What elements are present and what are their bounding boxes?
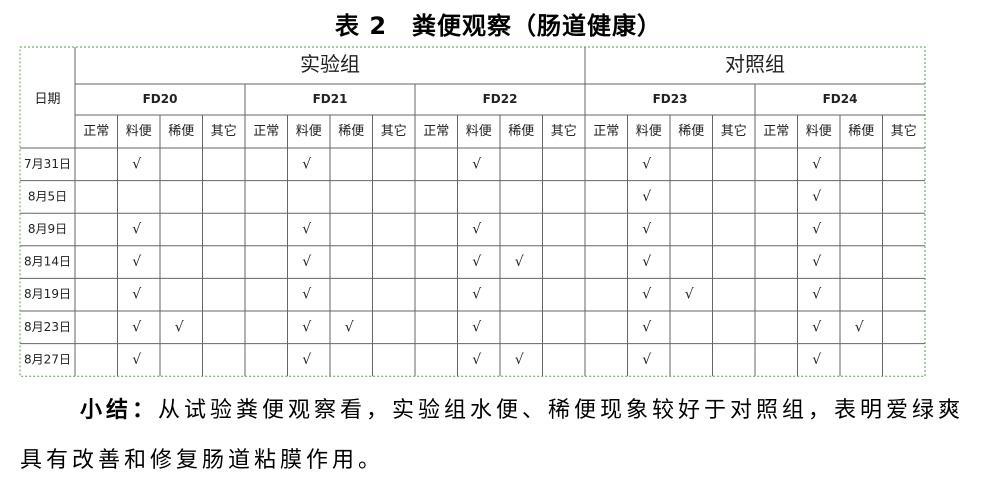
sub-header: 料便 <box>466 124 492 139</box>
sub-header: 稀便 <box>848 124 874 139</box>
sample-header: FD21 <box>313 92 348 106</box>
cell-check: √ <box>642 287 651 303</box>
cell-check: √ <box>132 319 141 335</box>
row-date: 8月23日 <box>24 320 71 334</box>
cell-check: √ <box>302 156 311 172</box>
cell-check: √ <box>472 352 481 368</box>
sub-header: 其它 <box>891 123 917 139</box>
cell-check: √ <box>345 319 354 335</box>
summary-text: 从试验粪便观察看，实验组水便、稀便现象较好于对照组，表明爱绿爽具有改善和修复肠道… <box>20 398 965 473</box>
sub-header: 正常 <box>83 124 109 139</box>
group-header: 实验组 <box>300 52 360 76</box>
sub-header: 其它 <box>721 123 747 139</box>
sub-header: 正常 <box>253 124 279 139</box>
sub-header: 稀便 <box>678 124 704 139</box>
cell-check: √ <box>515 352 524 368</box>
sample-header: FD23 <box>653 92 688 106</box>
cell-check: √ <box>685 287 694 303</box>
cell-check: √ <box>472 222 481 238</box>
cell-check: √ <box>132 254 141 270</box>
cell-check: √ <box>302 222 311 238</box>
sub-header: 稀便 <box>168 124 194 139</box>
cell-check: √ <box>855 319 864 335</box>
cell-check: √ <box>812 189 821 205</box>
cell-check: √ <box>812 222 821 238</box>
cell-check: √ <box>132 287 141 303</box>
cell-check: √ <box>132 352 141 368</box>
sample-header: FD20 <box>143 92 178 106</box>
sub-header: 料便 <box>126 124 152 139</box>
row-date: 8月5日 <box>28 189 67 203</box>
sample-header: FD22 <box>483 92 518 106</box>
cell-check: √ <box>812 319 821 335</box>
row-date: 8月9日 <box>28 222 67 236</box>
sub-header: 正常 <box>593 124 619 139</box>
cell-check: √ <box>472 287 481 303</box>
sub-header: 稀便 <box>508 124 534 139</box>
sub-header: 其它 <box>211 123 237 139</box>
date-header: 日期 <box>34 92 60 107</box>
sub-header: 其它 <box>551 123 577 139</box>
table-border <box>19 46 926 377</box>
cell-check: √ <box>515 254 524 270</box>
cell-check: √ <box>642 319 651 335</box>
cell-check: √ <box>302 319 311 335</box>
row-date: 8月27日 <box>24 352 71 366</box>
group-header: 对照组 <box>725 52 785 76</box>
sample-header: FD24 <box>823 92 858 106</box>
cell-check: √ <box>642 254 651 270</box>
cell-check: √ <box>812 156 821 172</box>
sub-header: 料便 <box>636 124 662 139</box>
cell-check: √ <box>472 156 481 172</box>
row-date: 7月31日 <box>24 157 71 171</box>
sub-header: 料便 <box>296 124 322 139</box>
summary: 小结：从试验粪便观察看，实验组水便、稀便现象较好于对照组，表明爱绿爽具有改善和修… <box>20 386 988 486</box>
cell-check: √ <box>175 319 184 335</box>
cell-check: √ <box>642 222 651 238</box>
cell-check: √ <box>812 254 821 270</box>
cell-check: √ <box>302 352 311 368</box>
sub-header: 料便 <box>806 124 832 139</box>
sub-header: 正常 <box>763 124 789 139</box>
cell-check: √ <box>642 189 651 205</box>
sub-header: 稀便 <box>338 124 364 139</box>
row-date: 8月14日 <box>24 255 71 269</box>
summary-label: 小结： <box>80 398 159 423</box>
cell-check: √ <box>302 287 311 303</box>
cell-check: √ <box>472 319 481 335</box>
cell-check: √ <box>472 254 481 270</box>
sub-header: 其它 <box>381 123 407 139</box>
cell-check: √ <box>642 156 651 172</box>
cell-check: √ <box>132 156 141 172</box>
cell-check: √ <box>642 352 651 368</box>
cell-check: √ <box>302 254 311 270</box>
cell-check: √ <box>132 222 141 238</box>
cell-check: √ <box>812 352 821 368</box>
row-date: 8月19日 <box>24 287 71 301</box>
sub-header: 正常 <box>423 124 449 139</box>
table: 日期 实验组 FD20 正常 料便 稀便 其它 FD21 正常 料便 稀便 其它 FD22 正常 料便 稀便 其… <box>19 46 926 377</box>
cell-check: √ <box>812 287 821 303</box>
table-title: 表 2 粪便观察（肠道健康） <box>334 12 663 40</box>
